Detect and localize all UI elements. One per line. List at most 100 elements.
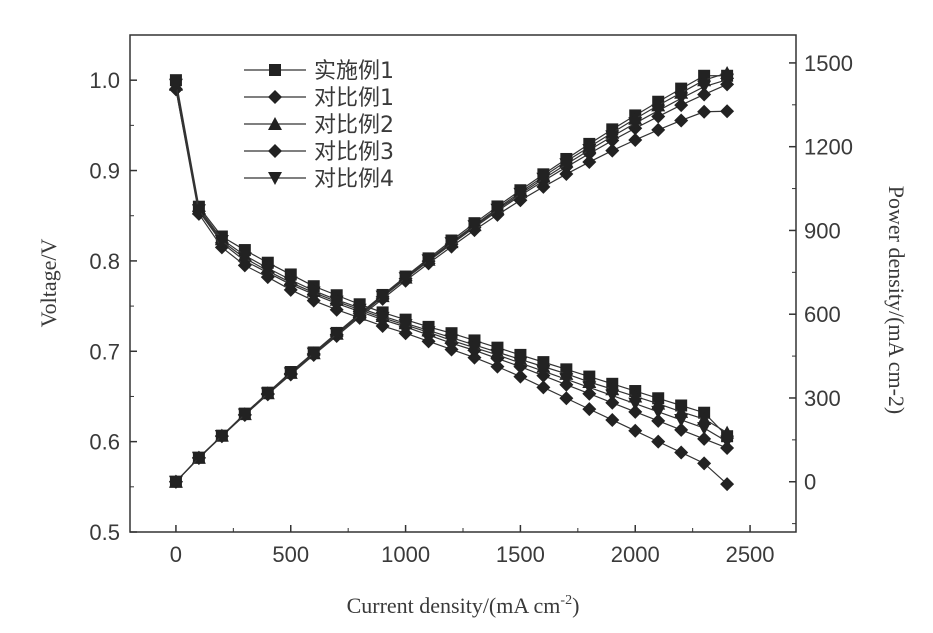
voltage-point	[651, 405, 666, 419]
legend-marker	[269, 64, 281, 76]
voltage-point	[214, 235, 229, 249]
power-point	[214, 429, 229, 443]
voltage-point	[628, 397, 643, 411]
power-line	[175, 79, 728, 483]
power-point	[720, 73, 735, 87]
voltage-point	[582, 402, 597, 417]
power-point	[536, 179, 551, 194]
x-axis-ticks: 0 500 1000 1500 2000 2500	[170, 525, 775, 567]
y2-tick-label: 300	[804, 386, 841, 411]
voltage-point	[536, 380, 551, 395]
voltage-point	[536, 365, 551, 379]
voltage-point	[605, 395, 620, 410]
voltage-point	[559, 373, 574, 387]
x-tick-label: 1500	[496, 542, 545, 567]
voltage-point	[697, 412, 712, 426]
voltage-point	[398, 326, 413, 341]
voltage-point	[720, 477, 735, 492]
legend-label: 对比例1	[314, 86, 394, 111]
y-tick-label: 0.9	[89, 159, 120, 184]
voltage-point	[513, 369, 528, 384]
voltage-point	[697, 456, 712, 471]
voltage-point	[582, 381, 597, 395]
power-point	[306, 347, 321, 361]
voltage-point	[697, 431, 712, 446]
series-layer	[168, 65, 735, 492]
voltage-point	[375, 318, 390, 333]
voltage-point	[421, 326, 436, 340]
voltage-point	[306, 293, 321, 308]
voltage-point	[605, 389, 620, 403]
power-line	[175, 83, 728, 483]
legend-item: 对比例1	[244, 86, 394, 111]
legend-marker	[268, 172, 282, 185]
legend-item: 对比例2	[244, 113, 394, 138]
power-point	[352, 309, 367, 323]
voltage-line	[175, 89, 728, 485]
voltage-point	[283, 276, 298, 290]
power-point	[697, 104, 712, 119]
voltage-point	[628, 404, 643, 419]
power-point	[467, 220, 482, 234]
series-5	[168, 73, 735, 489]
power-point	[697, 80, 712, 94]
voltage-line	[175, 80, 728, 437]
legend-label: 实施例1	[314, 59, 394, 84]
voltage-point	[720, 425, 735, 439]
y-axis-title: Voltage/V	[36, 238, 61, 327]
power-point	[375, 290, 390, 304]
voltage-line	[175, 84, 728, 434]
voltage-point	[697, 422, 712, 436]
x-tick-label: 0	[170, 542, 182, 567]
power-point	[674, 113, 689, 128]
series-4	[168, 82, 735, 492]
power-point	[260, 387, 275, 401]
power-point	[651, 104, 666, 118]
voltage-point	[628, 423, 643, 438]
power-point	[513, 187, 528, 201]
voltage-point	[421, 334, 436, 349]
series-2	[168, 77, 735, 489]
voltage-point	[720, 435, 735, 449]
voltage-point	[260, 264, 275, 278]
voltage-point	[444, 334, 459, 348]
power-point	[168, 475, 183, 489]
voltage-point	[237, 252, 252, 266]
power-point	[697, 87, 712, 102]
voltage-point	[490, 359, 505, 374]
power-point	[720, 104, 735, 119]
y-tick-label: 0.8	[89, 249, 120, 274]
x-tick-label: 2000	[611, 542, 660, 567]
voltage-point	[674, 413, 689, 427]
series-3	[168, 65, 735, 488]
y-tick-label: 0.7	[89, 339, 120, 364]
y-tick-label: 0.6	[89, 430, 120, 455]
power-point	[605, 130, 620, 144]
power-point	[421, 254, 436, 268]
voltage-point	[444, 342, 459, 357]
power-point	[628, 132, 643, 147]
y2-axis-title: Power density/(mA cm-2)	[884, 186, 909, 415]
series-1	[169, 69, 734, 488]
legend-item: 对比例4	[244, 167, 394, 192]
voltage-point	[467, 350, 482, 365]
voltage-point	[398, 319, 413, 333]
voltage-point	[674, 422, 689, 437]
power-point	[536, 172, 551, 186]
power-point	[283, 367, 298, 381]
legend-marker	[268, 90, 282, 104]
legend-label: 对比例4	[314, 167, 394, 192]
voltage-point	[329, 302, 344, 317]
voltage-point	[237, 258, 252, 273]
x-axis-title-main: Current density/(mA cm	[347, 593, 561, 618]
x-tick-label: 2500	[726, 542, 775, 567]
y-axis-ticks: 0.5 0.6 0.7 0.8 0.9 1.0	[89, 68, 137, 545]
voltage-point	[467, 341, 482, 355]
voltage-point	[513, 357, 528, 371]
power-point	[398, 272, 413, 286]
legend-marker	[268, 117, 282, 130]
power-point	[559, 167, 574, 182]
voltage-point	[375, 311, 390, 325]
voltage-point	[490, 348, 505, 362]
legend-label: 对比例3	[314, 140, 394, 165]
